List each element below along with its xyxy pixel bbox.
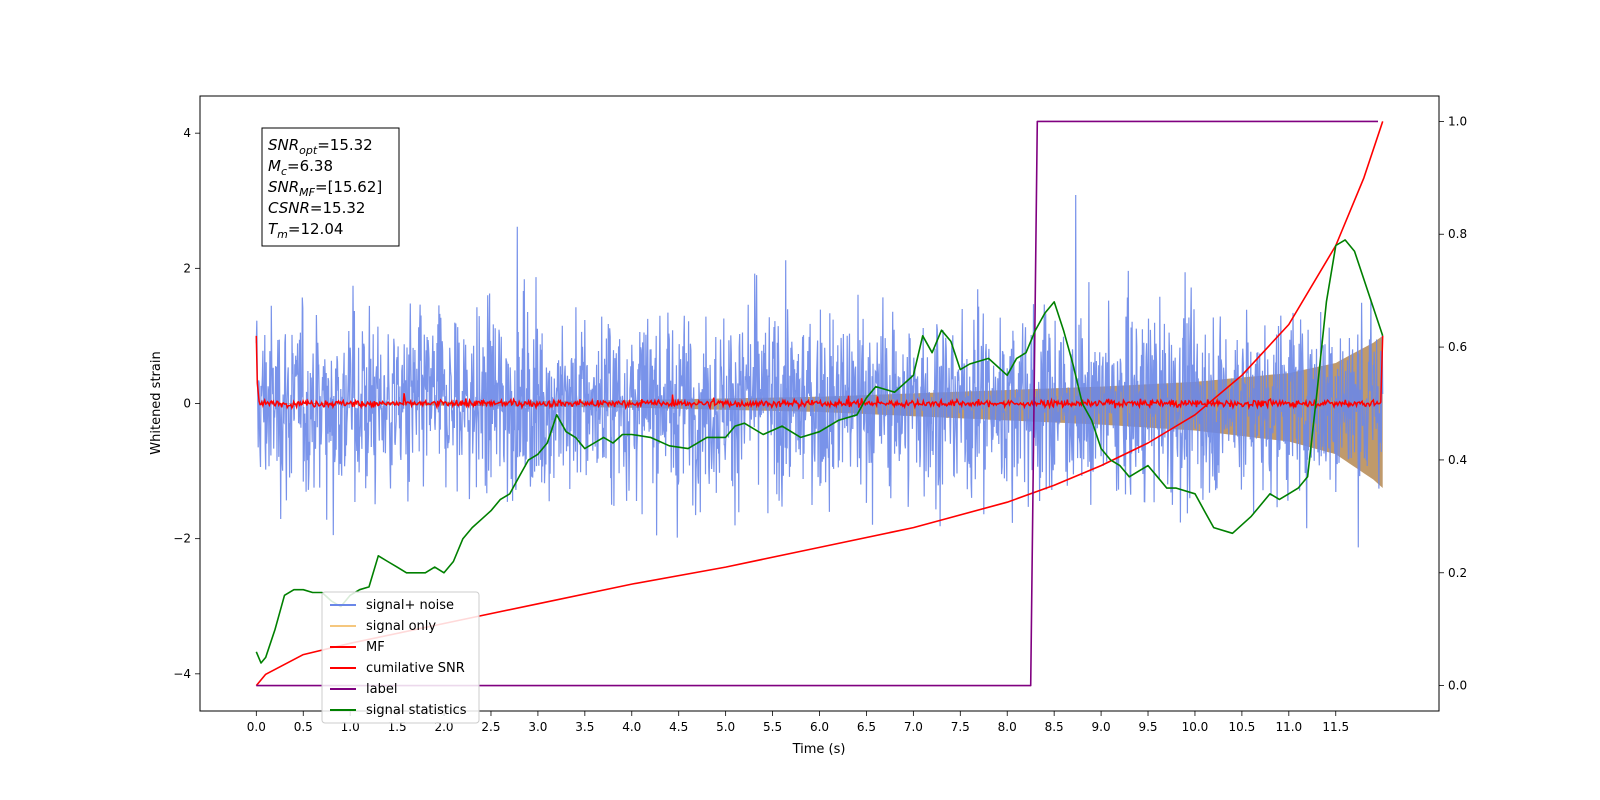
y2-tick-label: 1.0 [1448,114,1467,128]
legend-label: MF [366,640,385,655]
x-tick-label: 3.5 [575,720,594,734]
y2-tick-label: 0.8 [1448,227,1467,241]
x-tick-label: 6.0 [810,720,829,734]
x-tick-label: 7.0 [904,720,923,734]
x-tick-label: 4.0 [622,720,641,734]
y2-axis-ticks: 1.0 0.8 0.6 0.4 0.2 0.0 [1439,114,1467,693]
x-tick-label: 5.0 [716,720,735,734]
x-tick-label: 10.0 [1182,720,1209,734]
x-tick-label: 6.5 [857,720,876,734]
x-tick-label: 2.5 [481,720,500,734]
x-tick-label: 11.0 [1275,720,1302,734]
signal-only-band [256,335,1383,488]
annotation-line: CSNR=15.32 [268,199,365,217]
y-axis-label: Whitened strain [149,351,164,454]
y-tick-label: 2 [183,261,191,275]
x-tick-label: 4.5 [669,720,688,734]
signal-noise-layer [255,194,1384,548]
annotation-box: SNRopt=15.32Mc=6.38SNRMF=[15.62]CSNR=15.… [261,127,400,247]
y-tick-label: 4 [183,126,191,140]
annotation-frame [261,127,400,247]
x-tick-label: 8.0 [998,720,1017,734]
annotation-line: Tm=12.04 [268,220,343,241]
x-tick-label: 9.5 [1138,720,1157,734]
annotation-line: SNRMF=[15.62] [268,178,382,199]
y2-tick-label: 0.2 [1448,566,1467,580]
legend-label: cumilative SNR [366,661,465,676]
y-tick-label: 0 [183,397,191,411]
x-tick-label: 0.5 [294,720,313,734]
series-lines-layer [255,120,1384,687]
annotation-line: SNRopt=15.32 [268,136,373,157]
legend-label: signal statistics [366,703,467,718]
signal-only-band-layer [256,335,1383,488]
x-tick-label: 10.5 [1229,720,1256,734]
x-tick-label: 9.0 [1092,720,1111,734]
series-line-label [256,120,1378,687]
y2-tick-label: 0.6 [1448,340,1467,354]
y-axis-ticks: 4 2 0 −2 −4 [173,126,200,681]
legend: signal+ noise signal only MF cumilative SNR… [321,591,480,724]
x-tick-label: 8.5 [1045,720,1064,734]
y2-tick-label: 0.4 [1448,453,1467,467]
series-line-signal-noise [255,194,1384,548]
series-line-signal-statistics [255,239,1384,664]
x-tick-label: 11.5 [1322,720,1349,734]
series-line-mf [255,335,1384,411]
y-tick-label: −2 [173,532,191,546]
legend-label: label [366,682,397,697]
legend-label: signal+ noise [366,598,454,613]
legend-label: signal only [366,619,436,634]
x-tick-label: 3.0 [528,720,547,734]
legend-frame [321,591,480,724]
annotation-line: Mc=6.38 [268,157,333,178]
x-tick-label: 0.0 [247,720,266,734]
y2-tick-label: 0.0 [1448,679,1467,693]
x-axis-label: Time (s) [792,742,846,757]
y-tick-label: −4 [173,667,191,681]
x-tick-label: 5.5 [763,720,782,734]
x-tick-label: 7.5 [951,720,970,734]
